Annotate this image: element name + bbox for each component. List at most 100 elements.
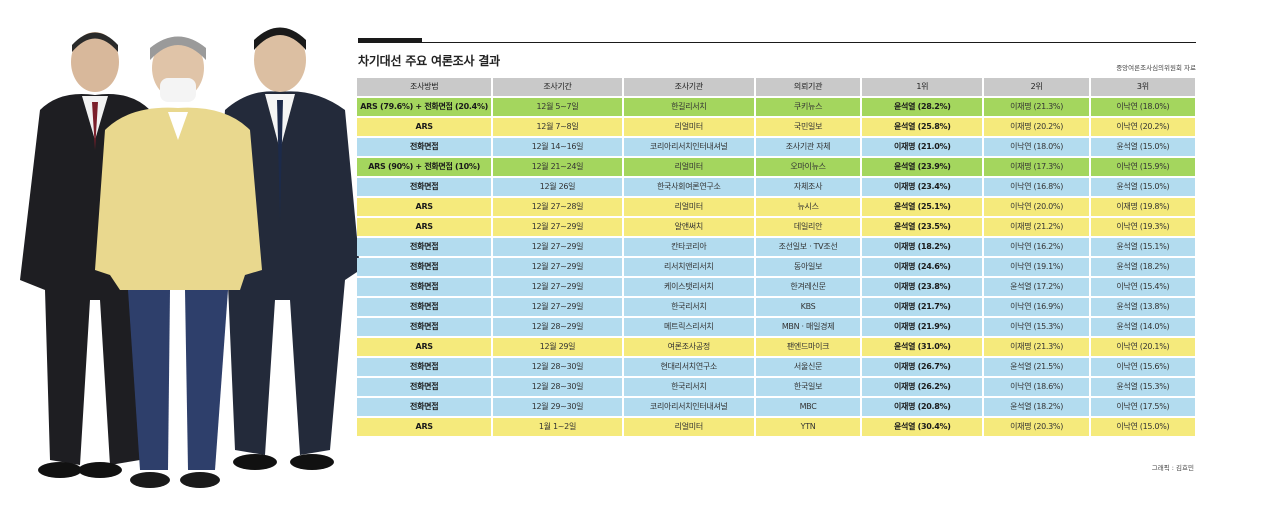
cell-third: 이낙연 (20.2%) (1090, 118, 1195, 136)
cell-client: MBN · 매일경제 (755, 318, 861, 336)
header-method: 조사방법 (357, 78, 492, 96)
cell-third: 윤석열 (18.2%) (1090, 258, 1195, 276)
cell-first: 이재명 (23.4%) (862, 178, 983, 196)
cell-second: 이낙연 (19.1%) (984, 258, 1089, 276)
cell-agency: 리얼미터 (623, 158, 754, 176)
cell-period: 12월 27~29일 (493, 238, 622, 256)
cell-third: 이낙연 (18.0%) (1090, 98, 1195, 116)
table-row: ARS 12월 7~8일 리얼미터 국민일보 윤석열 (25.8%) 이재명 (20.2%… (357, 118, 1195, 136)
cell-period: 12월 26일 (493, 178, 622, 196)
cell-client: KBS (755, 298, 861, 316)
cell-first: 이재명 (23.8%) (862, 278, 983, 296)
cell-third: 윤석열 (15.0%) (1090, 178, 1195, 196)
table-row: 전화면접 12월 27~29일 리서치앤리서치 동아일보 이재명 (24.6%) 이낙연 … (357, 258, 1195, 276)
cell-method: 전화면접 (357, 378, 492, 396)
cell-agency: 칸타코리아 (623, 238, 754, 256)
header-client: 의뢰기관 (755, 78, 861, 96)
header-agency: 조사기관 (623, 78, 754, 96)
cell-third: 이재명 (19.8%) (1090, 198, 1195, 216)
cell-method: 전화면접 (357, 238, 492, 256)
cell-first: 윤석열 (30.4%) (862, 418, 983, 436)
cell-first: 이재명 (21.7%) (862, 298, 983, 316)
cell-first: 이재명 (21.0%) (862, 138, 983, 156)
cell-method: 전화면접 (357, 178, 492, 196)
cell-second: 이재명 (21.2%) (984, 218, 1089, 236)
header-period: 조사기간 (493, 78, 622, 96)
cell-agency: 한국사회여론연구소 (623, 178, 754, 196)
cell-first: 이재명 (21.9%) (862, 318, 983, 336)
cell-second: 이낙연 (18.0%) (984, 138, 1089, 156)
cell-first: 윤석열 (25.8%) (862, 118, 983, 136)
cell-period: 12월 21~24일 (493, 158, 622, 176)
cell-client: 한겨레신문 (755, 278, 861, 296)
cell-second: 이낙연 (18.6%) (984, 378, 1089, 396)
cell-method: ARS (79.6%) + 전화면접 (20.4%) (357, 98, 492, 116)
cell-first: 이재명 (20.8%) (862, 398, 983, 416)
cell-method: 전화면접 (357, 258, 492, 276)
table-row: ARS 12월 27~28일 리얼미터 뉴시스 윤석열 (25.1%) 이낙연 (20.0… (357, 198, 1195, 216)
graphic-title: 차기대선 주요 여론조사 결과 (358, 54, 501, 68)
graphic-credit: 그래픽 : 김효민 (1151, 464, 1194, 472)
cell-second: 윤석열 (18.2%) (984, 398, 1089, 416)
cell-third: 윤석열 (13.8%) (1090, 298, 1195, 316)
cell-second: 이낙연 (16.2%) (984, 238, 1089, 256)
cell-first: 윤석열 (23.9%) (862, 158, 983, 176)
cell-first: 이재명 (24.6%) (862, 258, 983, 276)
cell-first: 이재명 (18.2%) (862, 238, 983, 256)
cell-third: 이낙연 (15.4%) (1090, 278, 1195, 296)
cell-period: 12월 28~30일 (493, 378, 622, 396)
cell-period: 12월 7~8일 (493, 118, 622, 136)
cell-method: ARS (357, 118, 492, 136)
cell-first: 윤석열 (25.1%) (862, 198, 983, 216)
cell-agency: 알앤써치 (623, 218, 754, 236)
cell-second: 윤석열 (17.2%) (984, 278, 1089, 296)
table-row: ARS 12월 27~29일 알앤써치 데일리안 윤석열 (23.5%) 이재명 (21.… (357, 218, 1195, 236)
cell-period: 12월 29~30일 (493, 398, 622, 416)
table-row: 전화면접 12월 28~29일 메트릭스리서치 MBN · 매일경제 이재명 (21.9… (357, 318, 1195, 336)
cell-first: 윤석열 (28.2%) (862, 98, 983, 116)
cell-client: 뉴시스 (755, 198, 861, 216)
cell-third: 이낙연 (15.6%) (1090, 358, 1195, 376)
cell-third: 윤석열 (15.1%) (1090, 238, 1195, 256)
cell-agency: 메트릭스리서치 (623, 318, 754, 336)
cell-client: 오마이뉴스 (755, 158, 861, 176)
cell-first: 이재명 (26.2%) (862, 378, 983, 396)
cell-period: 12월 28~30일 (493, 358, 622, 376)
cell-client: 쿠키뉴스 (755, 98, 861, 116)
cell-agency: 리얼미터 (623, 118, 754, 136)
poll-results-table: 조사방법 조사기간 조사기관 의뢰기관 1위 2위 3위 ARS (79.6%)… (355, 76, 1197, 438)
cell-client: 팬엔드마이크 (755, 338, 861, 356)
header-second: 2위 (984, 78, 1089, 96)
cell-method: ARS (357, 338, 492, 356)
cell-second: 이재명 (20.2%) (984, 118, 1089, 136)
header-third: 3위 (1090, 78, 1195, 96)
table-row: ARS (90%) + 전화면접 (10%) 12월 21~24일 리얼미터 오마이뉴… (357, 158, 1195, 176)
cell-client: 조선일보 · TV조선 (755, 238, 861, 256)
cell-method: 전화면접 (357, 318, 492, 336)
cell-agency: 코리아리서치인터내셔널 (623, 138, 754, 156)
table-row: ARS (79.6%) + 전화면접 (20.4%) 12월 5~7일 한길리서치 쿠… (357, 98, 1195, 116)
cell-period: 12월 28~29일 (493, 318, 622, 336)
cell-agency: 리얼미터 (623, 198, 754, 216)
table-header-row: 조사방법 조사기간 조사기관 의뢰기관 1위 2위 3위 (357, 78, 1195, 96)
source-note: 중앙여론조사심의위원회 자료 (1116, 64, 1196, 72)
cell-second: 이재명 (21.3%) (984, 98, 1089, 116)
table-row: ARS 12월 29일 여론조사공정 팬엔드마이크 윤석열 (31.0%) 이재명 (21… (357, 338, 1195, 356)
cell-third: 이낙연 (15.0%) (1090, 418, 1195, 436)
cell-client: 국민일보 (755, 118, 861, 136)
cell-first: 이재명 (26.7%) (862, 358, 983, 376)
table-row: 전화면접 12월 28~30일 현대리서치연구소 서울신문 이재명 (26.7%) 윤석열… (357, 358, 1195, 376)
cell-period: 12월 14~16일 (493, 138, 622, 156)
cell-client: YTN (755, 418, 861, 436)
cell-period: 12월 5~7일 (493, 98, 622, 116)
cell-agency: 한국리서치 (623, 298, 754, 316)
title-rule (422, 42, 1196, 43)
cell-third: 이낙연 (20.1%) (1090, 338, 1195, 356)
cell-second: 이낙연 (20.0%) (984, 198, 1089, 216)
cell-period: 12월 27~29일 (493, 298, 622, 316)
cell-period: 12월 29일 (493, 338, 622, 356)
cell-agency: 리서치앤리서치 (623, 258, 754, 276)
table-row: 전화면접 12월 28~30일 한국리서치 한국일보 이재명 (26.2%) 이낙연 (1… (357, 378, 1195, 396)
cell-third: 이낙연 (19.3%) (1090, 218, 1195, 236)
cell-third: 윤석열 (15.0%) (1090, 138, 1195, 156)
